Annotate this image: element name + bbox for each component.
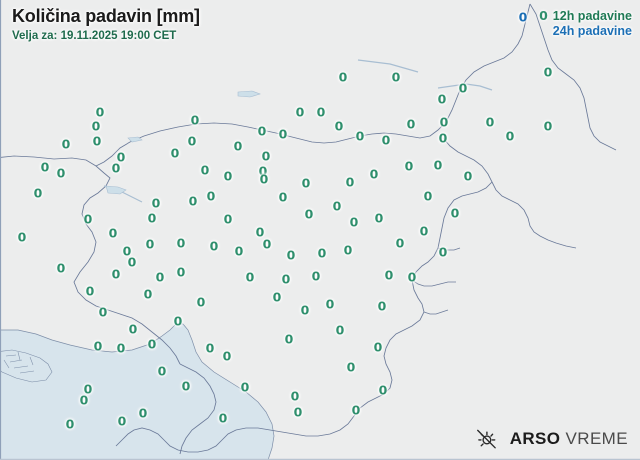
border-italy-nw: [0, 155, 181, 365]
brand-vreme: VREME: [565, 429, 628, 448]
legend-sample-value-12h: 0: [539, 8, 548, 23]
lagoon-detail: [3, 351, 35, 374]
lake-small-ne: [127, 136, 143, 143]
border-austria-north: [95, 3, 531, 167]
border-northeast: [529, 3, 617, 151]
internal-line-c: [437, 247, 461, 251]
internal-line-a: [411, 279, 456, 287]
border-east-croatia: [115, 181, 493, 453]
adriatic-sea: [0, 323, 275, 460]
internal-line-b: [423, 309, 449, 315]
brand-arso: ARSO: [509, 429, 561, 448]
legend-label-24h: 24h padavine: [552, 24, 632, 38]
lake-bohinj: [237, 90, 261, 98]
legend: 0 12h padavine 24h padavine: [539, 8, 632, 39]
legend-label-12h: 12h padavine: [552, 9, 632, 23]
river-mura: [437, 83, 493, 91]
legend-item-24h: 24h padavine: [539, 24, 632, 39]
border-southwest-istria: [179, 363, 217, 455]
brand-text: ARSO VREME: [510, 429, 628, 449]
border-east-hungary: [442, 137, 577, 249]
legend-item-12h: 0 12h padavine: [539, 8, 632, 24]
sun-rays-icon: [475, 428, 497, 450]
river-drava: [357, 59, 419, 73]
lake-cerknica: [105, 185, 127, 195]
brand-logo: ARSO VREME: [475, 428, 628, 450]
